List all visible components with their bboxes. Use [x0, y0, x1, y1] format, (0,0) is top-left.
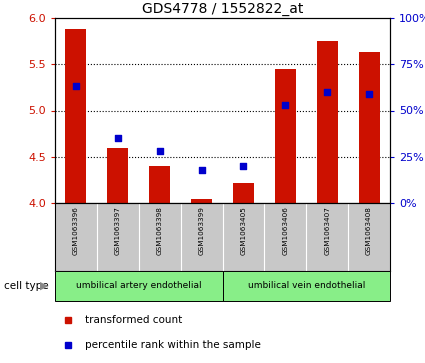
Text: GSM1063405: GSM1063405 [241, 206, 246, 254]
Point [198, 167, 205, 172]
Text: transformed count: transformed count [85, 315, 182, 325]
Bar [191, 199, 212, 203]
Point [73, 83, 79, 89]
Text: percentile rank within the sample: percentile rank within the sample [85, 340, 261, 350]
Point [156, 148, 163, 154]
Point [324, 89, 331, 95]
Point [282, 102, 289, 108]
Text: GSM1063408: GSM1063408 [366, 206, 372, 254]
Point [114, 135, 121, 141]
Text: GSM1063399: GSM1063399 [198, 206, 204, 254]
Bar [275, 69, 296, 203]
Bar [65, 29, 86, 203]
Text: GSM1063396: GSM1063396 [73, 206, 79, 254]
Text: cell type: cell type [4, 281, 49, 291]
Text: umbilical artery endothelial: umbilical artery endothelial [76, 281, 201, 290]
Text: umbilical vein endothelial: umbilical vein endothelial [247, 281, 365, 290]
Bar [233, 183, 254, 203]
Bar [317, 41, 337, 203]
Bar [223, 271, 390, 301]
Title: GDS4778 / 1552822_at: GDS4778 / 1552822_at [142, 1, 303, 16]
Bar [149, 166, 170, 203]
Text: GSM1063398: GSM1063398 [157, 206, 163, 254]
Bar [55, 271, 223, 301]
Text: ▶: ▶ [40, 281, 48, 291]
Point [240, 163, 247, 169]
Text: GSM1063397: GSM1063397 [115, 206, 121, 254]
Text: GSM1063406: GSM1063406 [282, 206, 288, 254]
Point [366, 91, 372, 97]
Text: GSM1063407: GSM1063407 [324, 206, 330, 254]
Bar [108, 147, 128, 203]
Bar [359, 52, 380, 203]
